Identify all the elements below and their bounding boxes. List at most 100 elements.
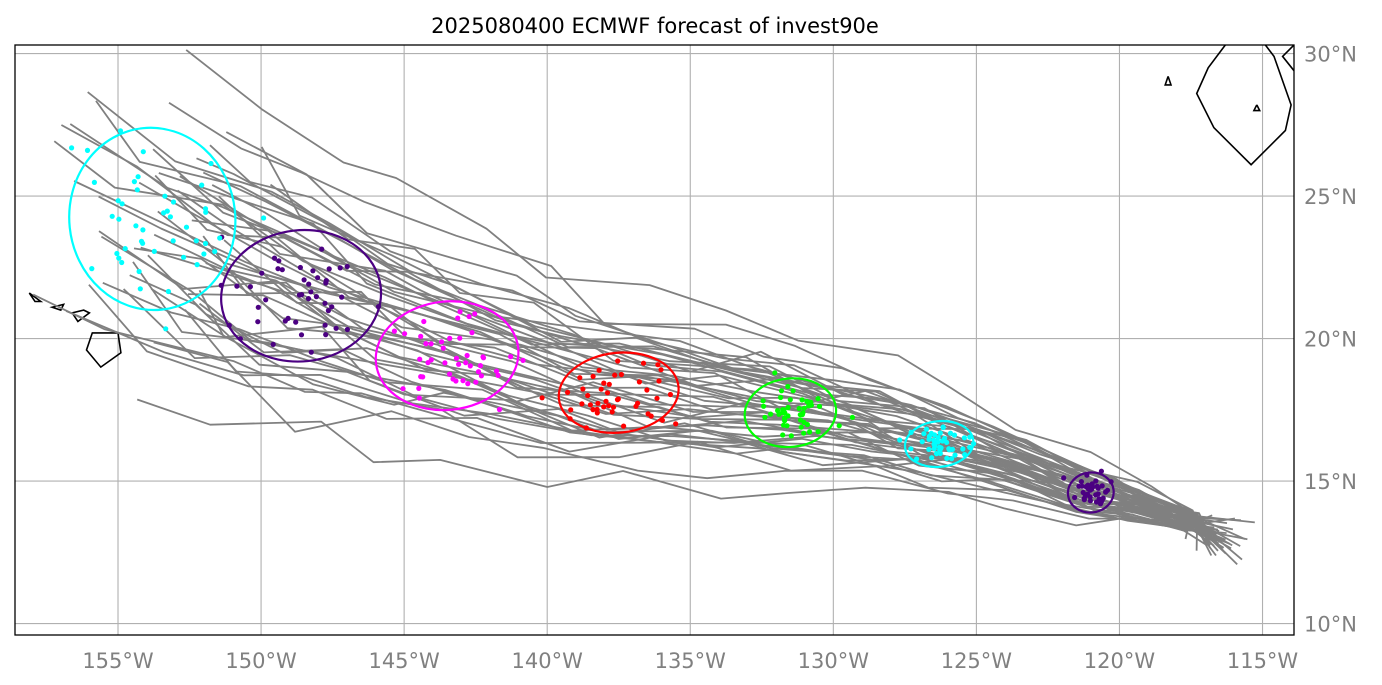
forecast-position-point	[1098, 468, 1104, 474]
forecast-position-point	[931, 437, 937, 443]
forecast-position-point	[836, 423, 842, 429]
forecast-position-point	[279, 267, 285, 273]
forecast-position-point	[329, 304, 335, 310]
forecast-position-point	[275, 266, 281, 272]
forecast-position-point	[919, 439, 925, 445]
longitude-ticks: 155°W 150°W 145°W 140°W 135°W 130°W 125°W 120°W…	[82, 649, 1298, 673]
longitude-tick-label: 115°W	[1227, 649, 1299, 673]
forecast-position-point	[585, 392, 591, 399]
longitude-tick-label: 130°W	[798, 649, 870, 673]
forecast-position-point	[400, 386, 406, 392]
forecast-position-point	[465, 381, 471, 387]
forecast-position-point	[776, 411, 782, 417]
longitude-tick-label: 125°W	[941, 649, 1013, 673]
map-title: 2025080400 ECMWF forecast of invest90e	[431, 14, 879, 38]
forecast-position-point	[344, 263, 350, 270]
forecast-position-point	[807, 429, 813, 435]
forecast-position-point	[170, 238, 176, 244]
forecast-position-point	[1097, 501, 1104, 507]
forecast-position-point	[163, 326, 169, 332]
forecast-position-point	[923, 426, 930, 432]
forecast-position-point	[601, 380, 607, 386]
forecast-position-point	[202, 240, 209, 247]
forecast-position-point	[609, 409, 615, 415]
forecast-position-point	[285, 315, 291, 321]
forecast-position-point	[442, 360, 448, 366]
forecast-position-point	[782, 418, 788, 424]
forecast-position-point	[604, 390, 611, 396]
forecast-position-point	[816, 403, 823, 409]
forecast-position-point	[466, 313, 472, 320]
forecast-position-point	[308, 349, 314, 355]
forecast-position-point	[495, 372, 501, 378]
coastlines	[28, 45, 1294, 369]
forecast-position-point	[1093, 499, 1100, 505]
ensemble-track	[133, 247, 1227, 555]
latitude-tick-label: 10°N	[1304, 613, 1357, 637]
forecast-position-point	[606, 403, 612, 409]
forecast-position-point	[161, 210, 167, 216]
forecast-position-point	[84, 147, 91, 153]
forecast-position-point	[418, 333, 424, 339]
forecast-position-point	[781, 407, 787, 413]
forecast-position-point	[416, 395, 422, 401]
forecast-position-point	[815, 396, 821, 402]
forecast-position-point	[761, 403, 767, 409]
forecast-position-point	[949, 446, 956, 452]
forecast-position-point	[122, 246, 128, 252]
forecast-position-point	[1072, 494, 1078, 501]
forecast-position-point	[493, 368, 500, 374]
forecast-position-point	[453, 355, 460, 361]
uncertainty-ellipse	[903, 419, 975, 469]
longitude-tick-label: 135°W	[655, 649, 727, 673]
longitude-tick-label: 140°W	[512, 649, 584, 673]
baja-california-coastline	[1252, 104, 1262, 112]
forecast-position-point	[247, 284, 253, 290]
forecast-position-point	[203, 209, 209, 215]
forecast-position-point	[787, 397, 793, 403]
forecast-position-point	[621, 423, 627, 429]
forecast-position-point	[301, 277, 307, 283]
forecast-position-point	[760, 398, 766, 404]
forecast-position-point	[480, 355, 487, 361]
forecast-position-point	[610, 404, 617, 410]
forecast-position-point	[455, 315, 461, 321]
uncertainty-ellipse	[220, 228, 383, 363]
forecast-position-point	[333, 325, 339, 331]
forecast-position-point	[1079, 483, 1085, 489]
forecast-position-point	[1099, 483, 1105, 489]
forecast-position-point	[425, 360, 431, 366]
forecast-position-point	[790, 388, 796, 394]
forecast-position-point	[931, 446, 937, 452]
forecast-position-point	[457, 309, 463, 315]
forecast-position-point	[305, 296, 312, 302]
forecast-position-point	[255, 304, 261, 310]
forecast-position-point	[69, 145, 75, 151]
forecast-position-point	[1078, 479, 1084, 485]
forecast-position-point	[135, 174, 141, 180]
forecast-position-point	[472, 311, 478, 317]
forecast-position-point	[91, 179, 97, 185]
forecast-position-point	[933, 451, 940, 457]
forecast-position-point	[1061, 475, 1067, 481]
forecast-position-point	[109, 213, 115, 219]
forecast-position-point	[467, 363, 473, 369]
forecast-position-point	[428, 341, 434, 347]
forecast-position-point	[645, 411, 651, 417]
forecast-position-point	[212, 248, 218, 255]
forecast-position-point	[935, 435, 941, 441]
forecast-position-point	[138, 238, 145, 244]
forecast-position-point	[921, 431, 927, 437]
forecast-position-point	[961, 435, 968, 441]
forecast-position-point	[299, 292, 305, 298]
forecast-position-point	[469, 330, 475, 336]
forecast-position-point	[778, 388, 785, 394]
forecast-position-point	[1095, 491, 1101, 497]
forecast-position-point	[944, 439, 950, 445]
forecast-position-point	[565, 389, 571, 395]
forecast-position-point	[162, 193, 168, 199]
forecast-position-point	[276, 258, 282, 264]
forecast-position-point	[780, 422, 787, 428]
forecast-position-point	[439, 339, 445, 345]
